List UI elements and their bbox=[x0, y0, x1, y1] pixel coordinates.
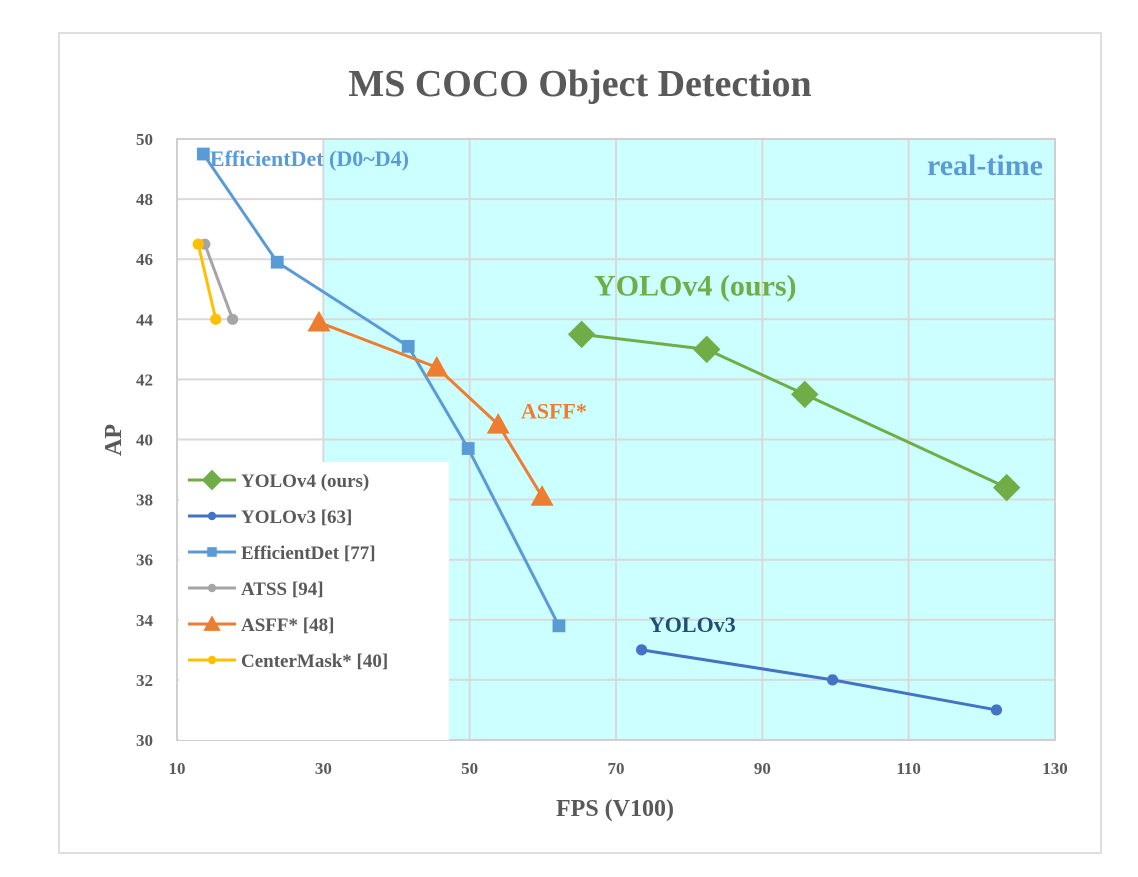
data-point bbox=[192, 238, 204, 250]
data-point bbox=[636, 644, 648, 656]
data-point bbox=[826, 674, 839, 686]
series-line bbox=[196, 243, 218, 320]
legend-item: EfficientDet [77] bbox=[188, 543, 376, 564]
legend-marker bbox=[207, 511, 217, 521]
legend-item: YOLOv3 [63] bbox=[188, 507, 352, 528]
data-point bbox=[992, 473, 1021, 502]
annotation-label: real-time bbox=[927, 149, 1043, 182]
x-tick-label: 110 bbox=[896, 759, 921, 778]
x-tick-label: 10 bbox=[169, 759, 186, 778]
legend-marker bbox=[207, 655, 217, 665]
data-point bbox=[461, 442, 475, 455]
y-tick-label: 48 bbox=[136, 190, 153, 209]
y-tick-label: 42 bbox=[136, 370, 153, 389]
data-point bbox=[990, 704, 1003, 716]
legend-box bbox=[179, 462, 449, 740]
legend-label: YOLOv4 (ours) bbox=[241, 471, 369, 492]
series-yolov3-63 bbox=[636, 644, 1003, 716]
legend-item: ATSS [94] bbox=[188, 579, 324, 600]
chart-title: MS COCO Object Detection bbox=[348, 63, 811, 105]
data-point bbox=[401, 339, 415, 353]
legend-marker bbox=[203, 615, 221, 631]
y-tick-label: 38 bbox=[136, 491, 153, 510]
series-line bbox=[581, 332, 1008, 489]
y-axis-label: AP bbox=[101, 424, 127, 456]
data-point bbox=[530, 485, 554, 506]
series-efficientdet-77 bbox=[196, 147, 566, 633]
data-point bbox=[210, 313, 222, 325]
legend-marker bbox=[207, 583, 217, 593]
legend-item: ASFF* [48] bbox=[188, 615, 334, 636]
x-tick-label: 90 bbox=[754, 759, 771, 778]
plot-border bbox=[176, 138, 1056, 741]
y-tick-label: 40 bbox=[136, 431, 153, 450]
x-tick-label: 50 bbox=[461, 759, 478, 778]
series-centermask-40 bbox=[192, 238, 222, 325]
y-tick-label: 30 bbox=[136, 731, 153, 750]
legend-label: ASFF* [48] bbox=[241, 615, 334, 636]
x-tick-label: 70 bbox=[608, 759, 625, 778]
legend-label: ATSS [94] bbox=[241, 579, 324, 600]
y-tick-label: 46 bbox=[136, 250, 153, 269]
legend-marker bbox=[201, 469, 223, 491]
legend-marker bbox=[207, 547, 217, 557]
data-point bbox=[196, 147, 210, 161]
legend-label: CenterMask* [40] bbox=[241, 651, 388, 672]
data-point bbox=[307, 310, 331, 332]
x-tick-label: 130 bbox=[1042, 759, 1068, 778]
data-point bbox=[567, 320, 596, 349]
data-point bbox=[486, 412, 510, 434]
y-tick-label: 44 bbox=[136, 310, 154, 329]
data-point bbox=[270, 255, 284, 269]
legend-label: EfficientDet [77] bbox=[241, 543, 376, 564]
data-point bbox=[692, 335, 721, 364]
annotation-label: YOLOv3 bbox=[649, 612, 736, 637]
series-yolov4-ours bbox=[567, 320, 1021, 502]
legend-item: CenterMask* [40] bbox=[188, 651, 388, 672]
data-point bbox=[425, 355, 449, 377]
y-tick-label: 34 bbox=[136, 611, 154, 630]
legend-label: YOLOv3 [63] bbox=[241, 507, 352, 528]
annotation-label: YOLOv4 (ours) bbox=[594, 269, 797, 302]
series-line bbox=[203, 243, 235, 320]
y-tick-label: 32 bbox=[136, 671, 153, 690]
legend-item: YOLOv4 (ours) bbox=[188, 469, 369, 492]
x-tick-label: 30 bbox=[315, 759, 332, 778]
annotation-label: EfficientDet (D0~D4) bbox=[210, 146, 409, 171]
data-point bbox=[791, 380, 819, 409]
y-tick-label: 36 bbox=[136, 551, 153, 570]
y-tick-label: 50 bbox=[136, 130, 153, 149]
data-point bbox=[552, 619, 566, 633]
annotation-label: ASFF* bbox=[521, 398, 587, 423]
data-point bbox=[227, 313, 239, 325]
x-axis-label: FPS (V100) bbox=[556, 796, 674, 822]
series-asff-48 bbox=[307, 310, 554, 506]
series-line bbox=[318, 320, 544, 498]
